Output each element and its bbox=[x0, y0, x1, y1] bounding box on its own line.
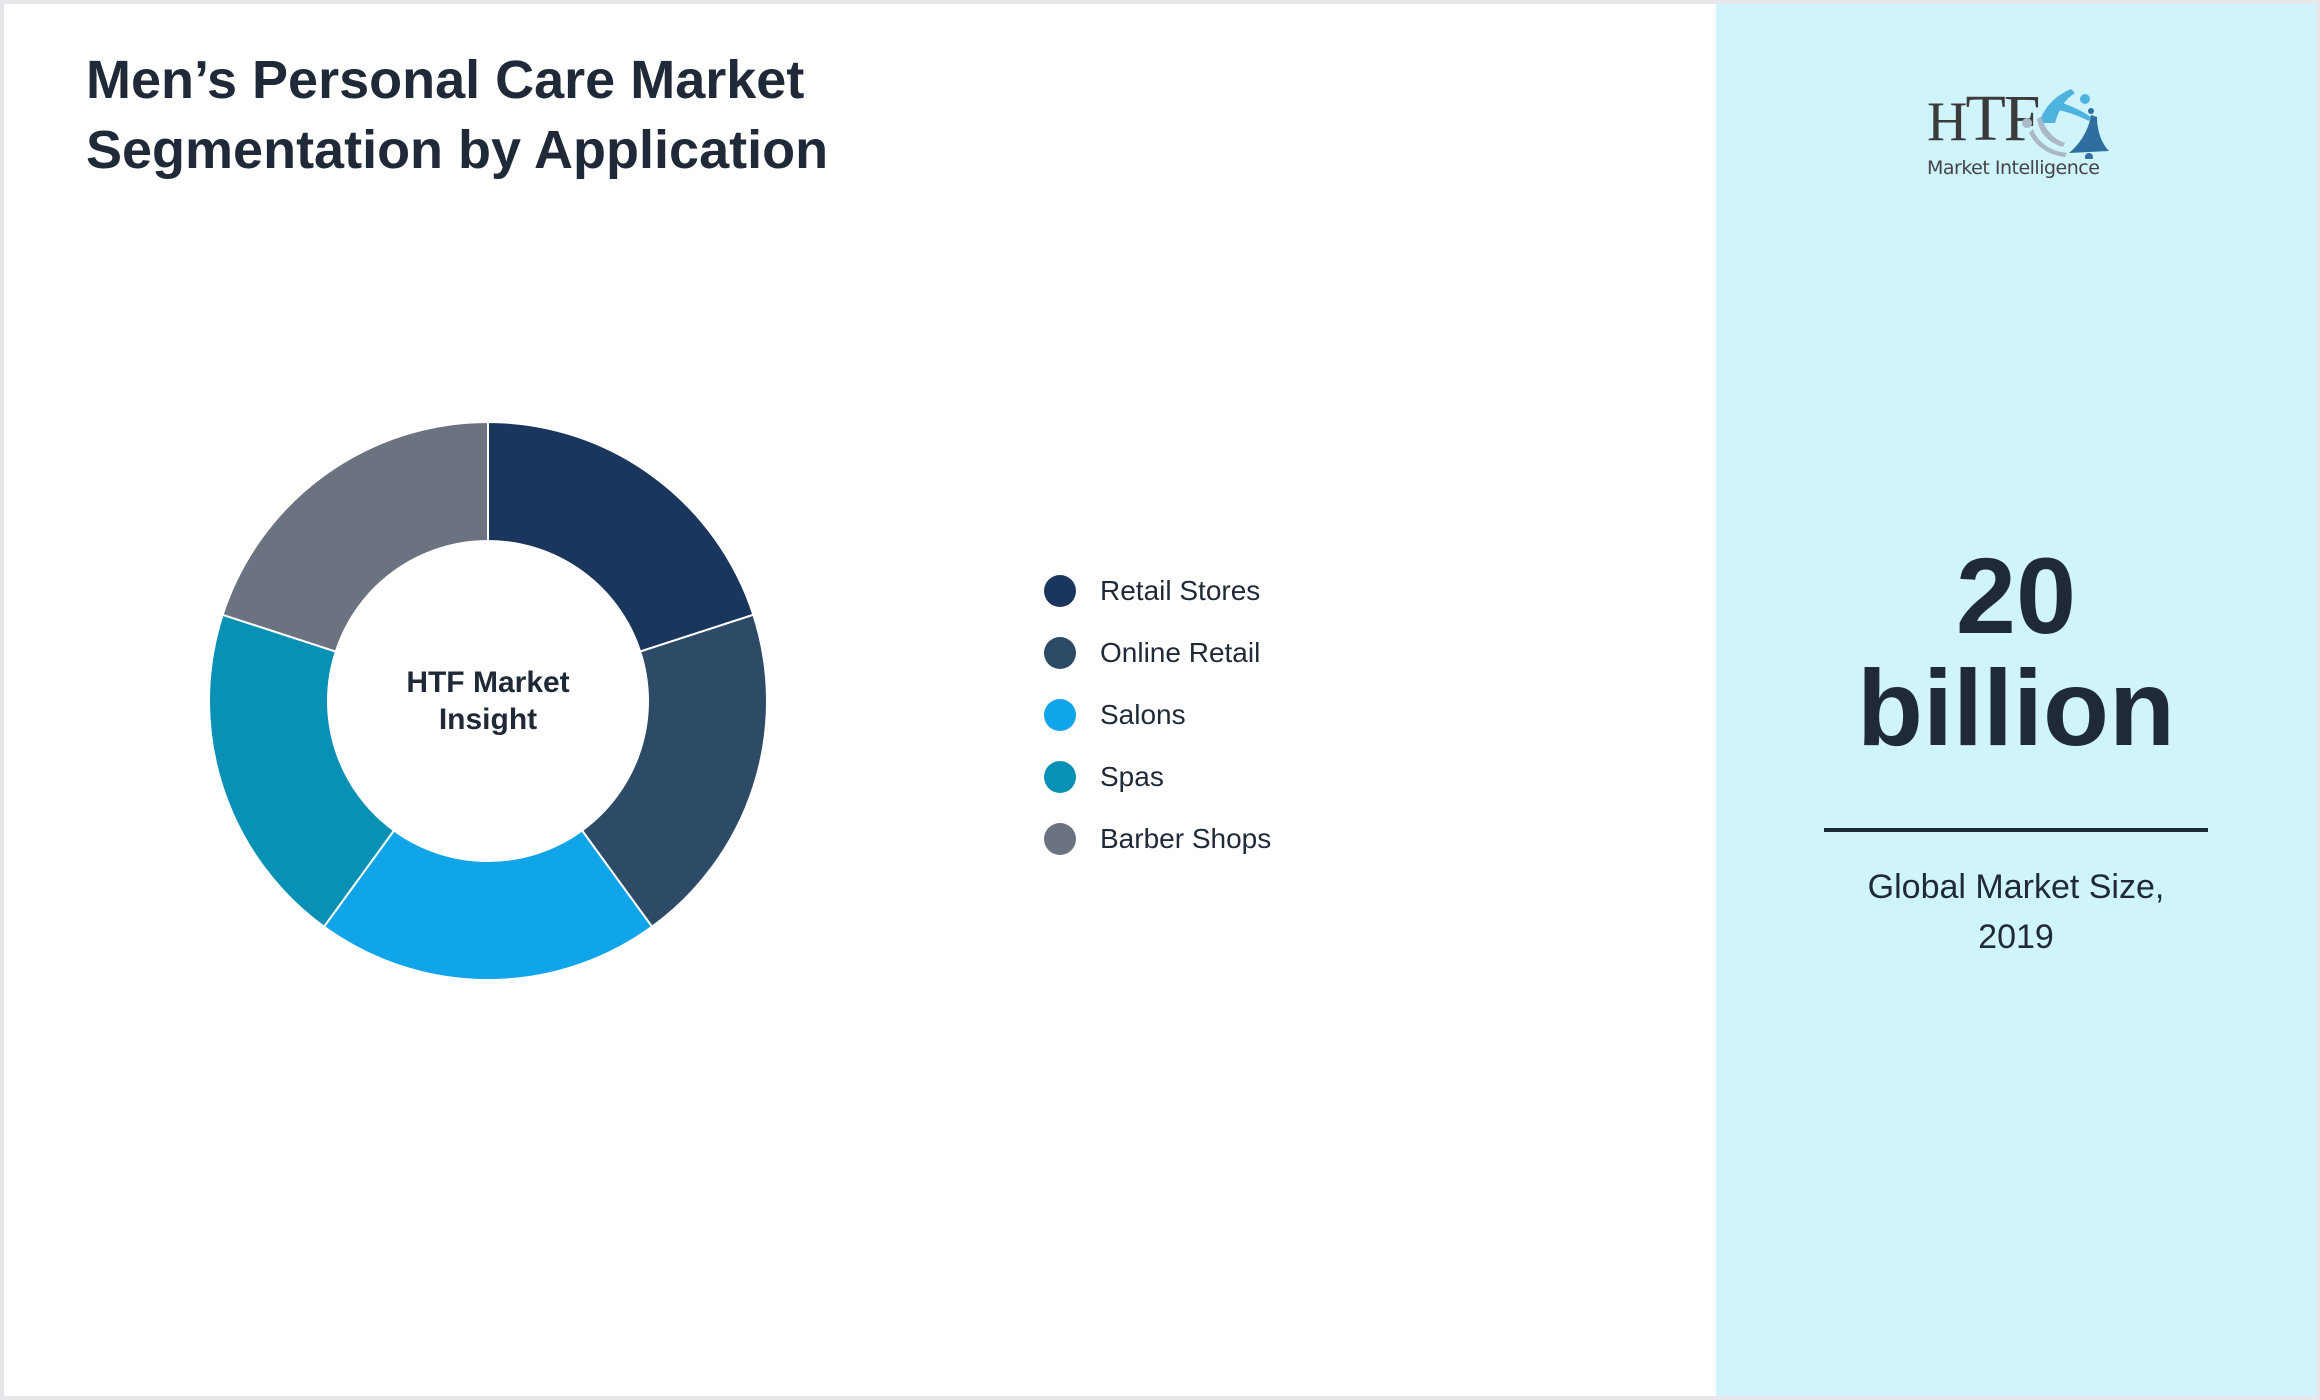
legend-label: Barber Shops bbox=[1100, 823, 1272, 854]
chart-legend: Retail Stores Online Retail Salons Spas … bbox=[1044, 560, 1271, 870]
legend-label: Online Retail bbox=[1100, 637, 1261, 668]
legend-dot-icon bbox=[1044, 637, 1076, 669]
title-line-2: Segmentation by Application bbox=[86, 120, 829, 180]
legend-item-retail-stores: Retail Stores bbox=[1044, 560, 1271, 622]
market-size-number: 20 bbox=[1955, 535, 2077, 656]
donut-chart: HTF Market Insight bbox=[205, 418, 771, 984]
donut-slice-retail-stores bbox=[487, 420, 755, 653]
legend-dot-icon bbox=[1044, 699, 1076, 731]
logo-wordmark: HTF bbox=[1927, 82, 2040, 155]
page-title: Men’s Personal Care Market Segmentation … bbox=[86, 45, 828, 185]
donut-slice-spas bbox=[208, 613, 396, 929]
htf-logo: HTF Market Intelligence bbox=[1927, 82, 2109, 179]
caption-line-2: 2019 bbox=[1978, 918, 2054, 956]
donut-svg bbox=[208, 420, 768, 981]
caption-line-1: Global Market Size, bbox=[1867, 868, 2165, 906]
legend-label: Spas bbox=[1100, 761, 1164, 792]
chart-area: Men’s Personal Care Market Segmentation … bbox=[4, 4, 1716, 1396]
market-size-unit: billion bbox=[1857, 647, 2175, 768]
market-size-panel: HTF Market Intelligence 20 billion bbox=[1716, 4, 2316, 1396]
legend-item-barber-shops: Barber Shops bbox=[1044, 808, 1271, 870]
donut-slice-online-retail bbox=[580, 613, 768, 929]
legend-label: Salons bbox=[1100, 699, 1186, 730]
people-circle-logo-icon bbox=[2022, 89, 2109, 159]
legend-item-salons: Salons bbox=[1044, 684, 1271, 746]
donut-slice-barber-shops bbox=[221, 420, 489, 653]
donut-center-label: HTF Market Insight bbox=[205, 418, 771, 984]
legend-dot-icon bbox=[1044, 575, 1076, 607]
divider bbox=[1824, 828, 2208, 832]
donut-slice-salons bbox=[322, 829, 654, 981]
page-frame: Men’s Personal Care Market Segmentation … bbox=[4, 4, 2316, 1396]
legend-dot-icon bbox=[1044, 823, 1076, 855]
logo-tagline: Market Intelligence bbox=[1927, 157, 2100, 179]
legend-item-online-retail: Online Retail bbox=[1044, 622, 1271, 684]
donut-center-line-1: HTF Market bbox=[406, 666, 570, 699]
market-size-caption: Global Market Size, 2019 bbox=[1716, 862, 2316, 962]
legend-item-spas: Spas bbox=[1044, 746, 1271, 808]
donut-center-line-2: Insight bbox=[438, 703, 538, 736]
legend-dot-icon bbox=[1044, 761, 1076, 793]
legend-label: Retail Stores bbox=[1100, 575, 1261, 606]
market-size-value: 20 billion bbox=[1716, 540, 2316, 764]
title-line-1: Men’s Personal Care Market bbox=[86, 50, 805, 110]
